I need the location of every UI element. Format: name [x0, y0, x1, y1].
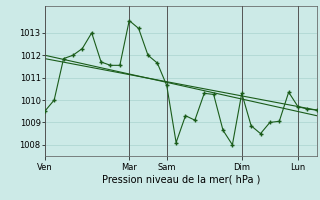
- X-axis label: Pression niveau de la mer( hPa ): Pression niveau de la mer( hPa ): [102, 175, 260, 185]
